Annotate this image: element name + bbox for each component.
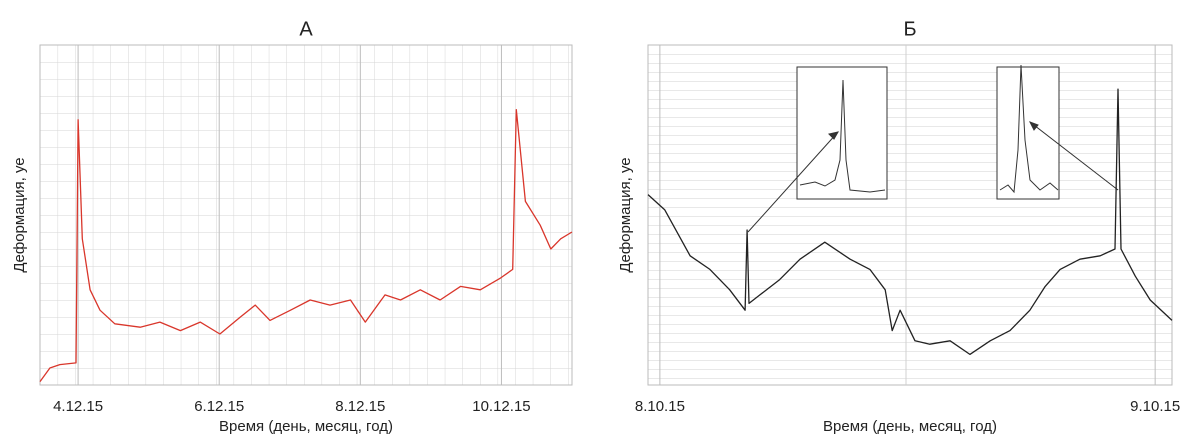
x-tick-label: 8.12.15 xyxy=(335,398,385,415)
x-tick-label: 4.12.15 xyxy=(53,398,103,415)
y-axis-label: Деформация, уе xyxy=(617,157,634,272)
x-tick-label: 8.10.15 xyxy=(635,398,685,415)
x-axis-label: Время (день, месяц, год) xyxy=(219,418,393,435)
data-line xyxy=(39,108,573,382)
x-tick-label: 9.10.15 xyxy=(1130,398,1180,415)
data-line xyxy=(647,88,1173,356)
inset xyxy=(747,64,1119,233)
x-axis-label: Время (день, месяц, год) xyxy=(823,418,997,435)
y-axis-label: Деформация, уе xyxy=(11,157,28,272)
x-tick-label: 10.12.15 xyxy=(472,398,530,415)
plot-area xyxy=(647,44,1173,386)
plot-area xyxy=(39,44,573,386)
x-tick-label: 6.12.15 xyxy=(194,398,244,415)
chart-title: А xyxy=(299,18,313,40)
chart-title: Б xyxy=(903,18,916,40)
